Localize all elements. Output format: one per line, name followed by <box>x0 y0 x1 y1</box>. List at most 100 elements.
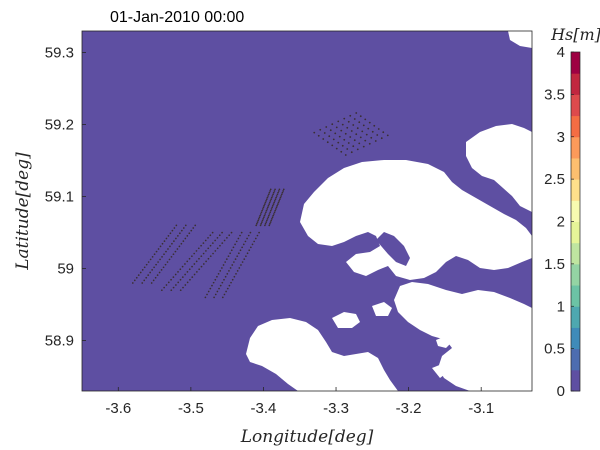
array-point <box>267 204 270 207</box>
array-point <box>247 234 250 237</box>
array-point <box>362 145 365 148</box>
array-point <box>280 195 282 197</box>
array-point <box>270 219 273 222</box>
array-point <box>350 130 353 132</box>
array-point <box>205 260 207 263</box>
array-point <box>262 216 265 219</box>
array-point <box>221 231 223 234</box>
array-point <box>151 255 154 258</box>
array-point <box>209 255 212 258</box>
x-tick-label: -3.3 <box>323 400 349 417</box>
array-point <box>167 235 170 237</box>
array-point <box>191 255 193 258</box>
array-point <box>267 193 270 196</box>
array-point <box>179 268 182 271</box>
array-point <box>197 247 200 250</box>
land-south-east <box>394 282 532 391</box>
array-point <box>341 123 344 126</box>
land-islet-3 <box>436 336 452 348</box>
land-islet-2 <box>372 302 392 316</box>
colorbar-tick-label: 0.5 <box>544 341 565 358</box>
y-tick-label: 59.3 <box>45 45 74 62</box>
array-point <box>261 219 264 222</box>
array-point <box>160 289 163 292</box>
array-point <box>206 293 208 296</box>
array-point <box>219 270 222 272</box>
array-point <box>272 193 274 196</box>
array-point <box>228 284 231 287</box>
array-point <box>340 129 343 132</box>
array-point <box>221 242 224 244</box>
array-point <box>386 134 389 137</box>
array-point <box>184 224 187 227</box>
y-axis-label: Latitude[deg] <box>13 152 33 271</box>
array-point <box>173 227 176 229</box>
array-point <box>364 139 367 142</box>
array-point <box>337 141 340 144</box>
array-point <box>267 216 270 219</box>
array-point <box>182 286 184 289</box>
colorbar-tick-label: 3.5 <box>544 86 565 103</box>
array-point <box>163 286 165 289</box>
array-point <box>164 263 167 266</box>
x-axis-label: Longitude[deg] <box>240 427 374 447</box>
array-point <box>236 270 239 272</box>
chart-title: 01-Jan-2010 00:00 <box>110 9 244 26</box>
array-point <box>346 126 349 129</box>
plot-frame <box>81 30 533 392</box>
x-tick-label: -3.6 <box>105 400 131 417</box>
array-point <box>191 265 193 268</box>
array-point <box>193 273 196 276</box>
array-point <box>163 240 166 242</box>
array-point <box>264 201 267 204</box>
array-point <box>273 200 276 202</box>
array-point <box>214 239 217 242</box>
array-point <box>192 227 195 229</box>
array-point <box>162 266 165 269</box>
array-point <box>353 118 356 120</box>
colorbar-segment <box>571 157 580 180</box>
array-point <box>265 221 268 223</box>
array-point <box>188 257 191 260</box>
colorbar-tick-label: 3 <box>557 129 565 146</box>
array-point <box>231 278 234 281</box>
array-point <box>264 213 267 215</box>
array-point <box>184 263 186 265</box>
array-point <box>167 281 170 284</box>
array-point <box>365 133 368 136</box>
array-point <box>282 188 285 191</box>
colorbar-segment <box>571 348 580 371</box>
array-point <box>211 242 214 244</box>
array-point <box>274 188 276 191</box>
array-point <box>195 260 198 263</box>
land-north-east <box>508 31 532 48</box>
colorbar-segment <box>571 94 580 117</box>
array-point <box>157 248 160 250</box>
array-point <box>233 261 235 263</box>
array-point <box>313 131 316 134</box>
array-point <box>155 250 158 253</box>
array-point <box>272 214 275 217</box>
array-point <box>364 118 367 121</box>
array-point <box>175 224 178 227</box>
array-point <box>269 190 271 192</box>
array-point <box>264 211 267 214</box>
colorbar-tick-label: 1.5 <box>544 256 565 273</box>
array-point <box>259 224 262 227</box>
array-point <box>237 252 240 255</box>
array-point <box>347 142 350 144</box>
y-tick-label: 59.2 <box>45 117 74 134</box>
array-point <box>169 232 172 235</box>
array-point <box>212 281 215 284</box>
array-point <box>269 211 272 214</box>
array-point <box>246 237 248 240</box>
array-point <box>161 255 163 258</box>
land-islet-1 <box>332 312 360 328</box>
array-point <box>248 249 251 252</box>
array-point <box>149 258 152 261</box>
array-point <box>242 243 245 246</box>
array-point <box>230 231 233 234</box>
x-axis: -3.6 -3.5 -3.4 -3.3 -3.2 -3.1 <box>105 387 494 417</box>
array-point <box>198 268 201 271</box>
array-point <box>147 274 150 276</box>
